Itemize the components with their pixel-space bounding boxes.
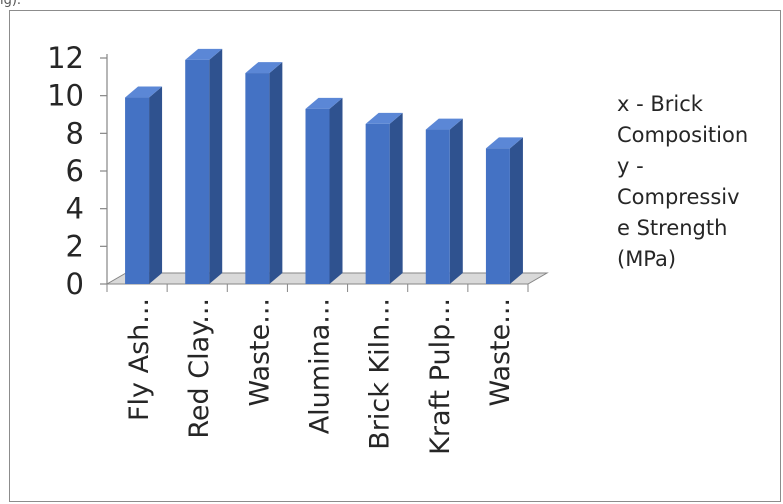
- y-tick-label: 10: [47, 79, 84, 113]
- legend-line: y -: [617, 154, 644, 178]
- bar: [125, 97, 150, 284]
- y-tick-label: 2: [66, 229, 84, 263]
- bar: [305, 108, 330, 284]
- bar-top: [425, 118, 463, 130]
- bar-chart: 0 24 6 810 12 Fly Ash... Red Clay... Waste... Al…: [47, 41, 549, 455]
- x-tick-label: Red Clay...: [184, 298, 215, 439]
- legend-line: Compressiv: [617, 185, 740, 209]
- y-tick-label: 12: [47, 41, 84, 75]
- bar-side: [149, 86, 163, 284]
- bar: [485, 148, 510, 284]
- x-tick-label: Fly Ash...: [124, 298, 155, 421]
- legend-line: e Strength: [617, 216, 728, 240]
- y-tick-label: 4: [66, 192, 84, 226]
- bar-side: [269, 62, 283, 284]
- x-tick-label: Alumina...: [305, 298, 336, 434]
- x-tick-label: Brick Kiln...: [365, 298, 396, 450]
- bar: [245, 73, 270, 284]
- bar-side: [329, 97, 343, 284]
- bar-top: [485, 137, 523, 149]
- y-tick-label: 0: [66, 267, 84, 301]
- chart-frame: 0 2 4 6 8 10 12 Fly Ash... Red Clay... Waste... Al…: [9, 10, 781, 502]
- x-tick-label: Kraft Pulp...: [425, 298, 456, 455]
- x-tick-label: Waste...: [244, 298, 275, 407]
- x-tick-label: Waste...: [485, 298, 516, 407]
- bar-top: [185, 48, 223, 60]
- bar-side: [449, 118, 463, 284]
- bar-top: [365, 112, 403, 124]
- y-tick-label: 8: [66, 116, 84, 150]
- clipped-caption-fragment: ig).: [0, 0, 22, 8]
- legend-line: Composition: [617, 123, 749, 147]
- bar-side: [389, 112, 403, 285]
- bar-side: [509, 137, 523, 284]
- y-tick-label: 6: [66, 154, 84, 188]
- bar-top: [245, 62, 283, 74]
- bar-top: [305, 97, 343, 109]
- bar-top: [125, 86, 163, 98]
- chart-legend: x - Brick Composition y - Compressiv e Stren…: [617, 89, 783, 275]
- legend-line: (MPa): [617, 247, 677, 271]
- bar: [365, 123, 390, 285]
- bar: [425, 129, 450, 284]
- bar-side: [209, 48, 223, 285]
- legend-line: x - Brick: [617, 92, 703, 116]
- bar: [185, 59, 210, 285]
